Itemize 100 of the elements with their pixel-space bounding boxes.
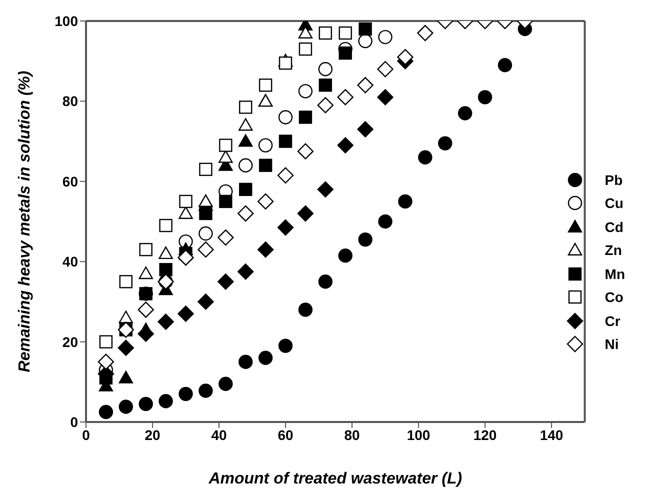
point — [258, 138, 273, 152]
point — [159, 218, 172, 232]
point — [357, 121, 374, 138]
point — [238, 354, 253, 369]
point — [118, 400, 133, 414]
x-tick-label: 100 — [406, 426, 430, 443]
point — [219, 138, 232, 152]
point — [178, 306, 194, 322]
legend-label: Cd — [604, 218, 624, 235]
point — [358, 22, 372, 36]
point — [458, 106, 472, 120]
point — [178, 249, 194, 266]
point — [118, 310, 133, 324]
point — [239, 182, 252, 196]
point — [257, 241, 274, 258]
legend-label: Zn — [604, 242, 622, 258]
point — [219, 194, 232, 208]
y-tick-label: 80 — [62, 93, 78, 110]
point — [139, 242, 152, 256]
point — [298, 110, 312, 124]
x-axis-title: Amount of treated wastewater (L) — [208, 470, 462, 488]
point — [198, 384, 213, 398]
point — [397, 48, 414, 66]
point — [218, 229, 234, 246]
point — [178, 206, 193, 219]
point — [178, 386, 193, 402]
x-tick-label: 20 — [144, 426, 160, 443]
point — [199, 162, 212, 176]
y-axis-title: Remaining heavy metals in solution (%) — [16, 70, 34, 372]
point — [277, 219, 294, 236]
point — [277, 167, 294, 184]
point — [238, 205, 254, 222]
point — [378, 30, 392, 44]
point — [418, 150, 432, 164]
point — [297, 205, 314, 222]
point — [278, 134, 292, 148]
point — [238, 264, 254, 280]
point — [318, 62, 333, 76]
point — [218, 274, 234, 290]
point — [338, 248, 352, 263]
y-tick-label: 60 — [62, 173, 78, 190]
point — [278, 338, 293, 353]
point — [357, 77, 374, 94]
point — [258, 350, 273, 365]
point — [337, 137, 354, 154]
point — [198, 194, 213, 207]
point — [298, 302, 313, 317]
x-tick-label: 40 — [211, 426, 228, 443]
y-tick-label: 20 — [62, 334, 78, 350]
point — [179, 194, 192, 208]
point — [158, 394, 173, 408]
point — [317, 181, 334, 198]
point — [298, 26, 313, 39]
x-tick-label: 80 — [344, 426, 360, 443]
y-tick-label: 40 — [62, 254, 78, 270]
point — [358, 232, 372, 247]
point — [238, 118, 253, 131]
point — [257, 193, 274, 210]
point — [398, 194, 412, 209]
point — [377, 61, 394, 78]
point — [258, 158, 272, 172]
x-tick-label: 140 — [540, 426, 564, 443]
point — [239, 100, 252, 114]
point — [338, 26, 352, 40]
point — [338, 46, 352, 60]
point — [438, 136, 452, 150]
legend-label: Mn — [604, 266, 625, 282]
point — [298, 84, 313, 98]
point — [377, 89, 394, 106]
point — [498, 58, 512, 72]
point — [199, 206, 212, 220]
point — [198, 241, 214, 258]
legend-label: Ni — [604, 336, 619, 352]
point — [218, 150, 233, 163]
point — [337, 89, 354, 106]
point — [158, 314, 174, 330]
point — [417, 24, 434, 42]
point — [238, 134, 253, 147]
point — [318, 78, 332, 92]
point — [298, 42, 312, 56]
point — [99, 335, 113, 348]
point — [278, 110, 293, 124]
point — [159, 263, 172, 276]
point — [318, 274, 333, 289]
legend-label: Pb — [604, 172, 623, 188]
point — [238, 158, 253, 172]
point — [358, 34, 372, 48]
point — [218, 376, 233, 392]
point — [98, 404, 114, 420]
legend-label: Co — [604, 289, 624, 306]
point — [138, 266, 153, 280]
y-tick-label: 100 — [54, 12, 78, 29]
point — [278, 56, 292, 70]
point — [158, 246, 173, 260]
point — [118, 370, 133, 384]
x-tick-label: 60 — [278, 426, 294, 443]
point — [98, 354, 114, 370]
point — [118, 340, 134, 356]
point — [297, 143, 314, 160]
point — [378, 214, 392, 229]
